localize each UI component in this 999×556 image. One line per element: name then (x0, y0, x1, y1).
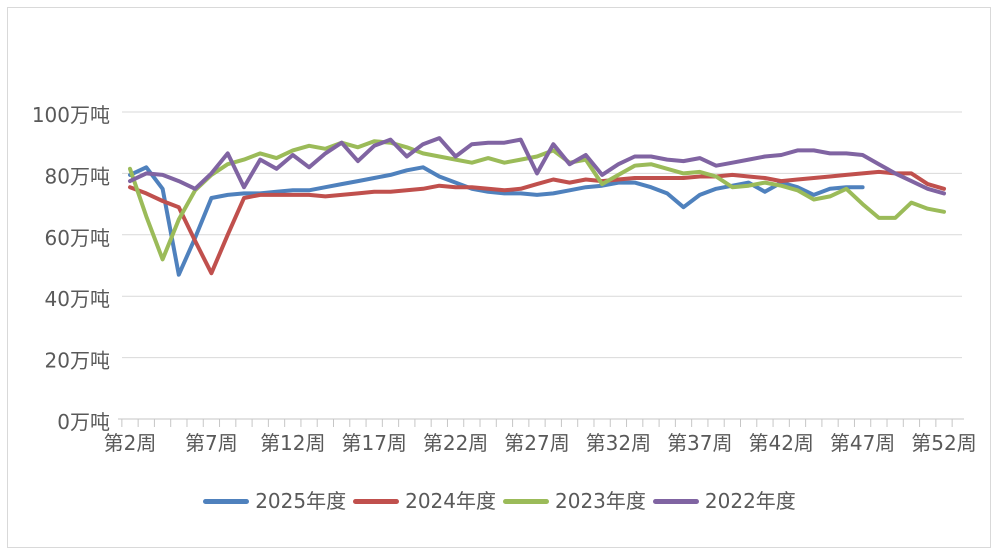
x-axis-label-week-17: 第17周 (341, 431, 406, 455)
legend-item-2023: 2023年度 (503, 486, 646, 516)
x-axis-label-week-52: 第52周 (911, 431, 976, 455)
legend-item-2024: 2024年度 (353, 486, 496, 516)
series-line-2025年度 (128, 165, 865, 277)
y-axis-label-20: 20万吨 (45, 349, 110, 373)
legend-swatch-2024 (353, 498, 400, 504)
legend-item-2022: 2022年度 (652, 486, 796, 516)
x-axis-label-week-37: 第37周 (667, 431, 732, 455)
y-axis-label-40: 40万吨 (45, 287, 110, 311)
x-axis-label-week-42: 第42周 (748, 431, 813, 455)
legend-swatch-2023 (503, 498, 549, 504)
legend-label-2023: 2023年度 (555, 489, 646, 513)
chart-frame (7, 7, 991, 548)
series-line-2024年度 (128, 169, 946, 276)
x-axis-label-week-27: 第27周 (504, 431, 569, 455)
x-axis-label-week-2: 第2周 (104, 431, 157, 455)
x-axis-label-week-47: 第47周 (830, 431, 895, 455)
x-axis-label-week-32: 第32周 (586, 431, 651, 455)
legend-label-2022: 2022年度 (704, 489, 796, 513)
legend-swatch-2025 (203, 498, 250, 504)
chart-legend: 2025年度 2024年度 2023年度 2022年度 (0, 486, 999, 516)
legend-item-2025: 2025年度 (203, 486, 346, 516)
x-axis-label-week-12: 第12周 (260, 431, 325, 455)
series-line-2023年度 (128, 139, 946, 262)
legend-swatch-2022 (652, 498, 699, 504)
legend-label-2025: 2025年度 (255, 489, 347, 513)
y-axis-label-0: 0万吨 (57, 410, 110, 434)
y-axis-label-60: 60万吨 (45, 226, 110, 250)
y-axis-label-80: 80万吨 (45, 164, 110, 188)
series-line-2022年度 (128, 136, 946, 196)
x-axis-label-week-22: 第22周 (423, 431, 488, 455)
x-axis-label-week-7: 第7周 (185, 431, 238, 455)
y-axis-label-100: 100万吨 (32, 103, 110, 127)
legend-label-2024: 2024年度 (405, 489, 496, 513)
